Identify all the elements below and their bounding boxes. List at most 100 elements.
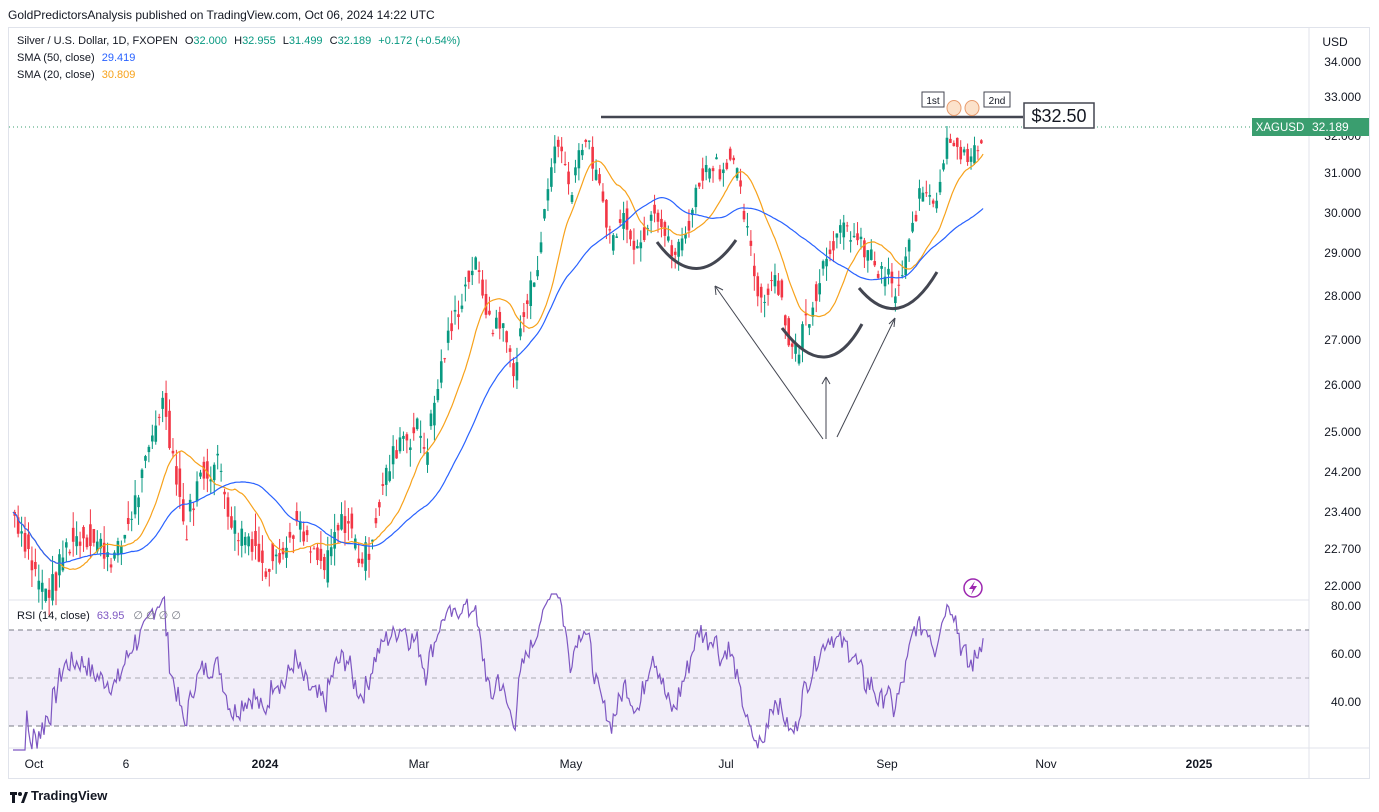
candle [30, 546, 34, 587]
candle [450, 310, 453, 340]
lightning-icon[interactable] [963, 578, 983, 598]
candle [852, 223, 856, 239]
candle [436, 379, 440, 403]
candle [670, 239, 674, 269]
candle [697, 182, 701, 189]
candle [288, 522, 292, 543]
rsi-axis-ticks[interactable]: 80.00 60.00 40.00 [1331, 599, 1361, 709]
candle [47, 578, 51, 616]
time-axis-ticks[interactable]: Oct 6 2024 Mar May Jul Sep Nov 2025 [25, 757, 1213, 771]
candle [787, 316, 791, 348]
candle [962, 146, 966, 156]
price-tick-label: 29.000 [1324, 246, 1361, 260]
candle [309, 546, 312, 564]
candle [230, 506, 233, 530]
candle [109, 557, 113, 573]
candle [876, 270, 880, 280]
candle [570, 191, 574, 205]
candle [814, 281, 818, 313]
candle [522, 302, 526, 333]
tradingview-logo[interactable]: TradingView [10, 788, 107, 803]
candle [766, 283, 770, 306]
candle [223, 488, 226, 510]
candle [89, 509, 92, 559]
candle [797, 346, 801, 366]
candle [429, 409, 433, 430]
candle [20, 516, 23, 547]
candle [491, 329, 495, 337]
candle [305, 525, 309, 543]
chart-canvas[interactable]: $32.50 1st 2nd USD 34.00033.00032.00031.… [9, 28, 1369, 778]
candle [415, 417, 419, 431]
candle [388, 454, 391, 483]
candle [550, 158, 553, 192]
candle [508, 345, 512, 368]
candle [780, 278, 784, 301]
candle [608, 225, 612, 244]
candle [601, 183, 605, 203]
candle [914, 210, 918, 222]
candle [859, 227, 863, 250]
sma20-line [12, 153, 984, 571]
candle [584, 138, 588, 148]
price-tag-value: 32.189 [1312, 120, 1349, 134]
price-axis-ticks[interactable]: 34.00033.00032.00031.00030.00029.00028.0… [1324, 55, 1361, 593]
price-tick-label: 23.400 [1324, 505, 1361, 519]
candle [419, 420, 422, 454]
candle [357, 542, 361, 568]
candle [85, 534, 89, 550]
price-tag-symbol: XAGUSD [1256, 122, 1305, 134]
candle [188, 493, 192, 523]
candle [866, 249, 870, 273]
candle [254, 513, 257, 560]
candle [904, 247, 907, 279]
chart-frame[interactable]: $32.50 1st 2nd USD 34.00033.00032.00031.… [8, 27, 1370, 779]
candle [247, 533, 250, 556]
candle [71, 512, 75, 557]
candle [587, 140, 591, 150]
candle [54, 571, 58, 606]
time-tick-label: Nov [1035, 757, 1056, 771]
candle [777, 272, 780, 296]
candle [130, 511, 133, 532]
candle [68, 549, 72, 556]
candle [133, 480, 137, 519]
candle [144, 454, 147, 469]
candle [257, 526, 261, 563]
candle [27, 522, 30, 560]
candle [546, 178, 550, 212]
candle [625, 200, 629, 244]
candle [900, 260, 904, 279]
candle [756, 272, 760, 307]
candle [409, 438, 412, 467]
candle [918, 179, 921, 211]
candle [694, 184, 698, 214]
candle [422, 432, 426, 456]
candle [553, 135, 557, 174]
candle [212, 462, 216, 496]
candle [274, 549, 278, 574]
time-tick-label: May [560, 757, 583, 771]
tradingview-logo-text: TradingView [31, 788, 108, 803]
candle [364, 536, 367, 581]
candle [532, 282, 536, 288]
candle [446, 317, 450, 351]
time-tick-label: 6 [123, 757, 130, 771]
candle [292, 534, 295, 554]
price-tick-label: 33.000 [1324, 90, 1361, 104]
price-tick-label: 22.000 [1324, 579, 1361, 593]
candle [959, 140, 963, 165]
candle [378, 499, 381, 516]
candle [329, 528, 333, 566]
candle [825, 247, 828, 281]
left-shoulder-arc [655, 239, 738, 270]
price-tick-label: 24.200 [1324, 465, 1361, 479]
currency-label[interactable]: USD [1322, 35, 1348, 49]
sma50-line [12, 196, 984, 564]
right-shoulder-arc [857, 271, 939, 310]
candle [264, 568, 268, 580]
candle [897, 270, 901, 297]
candle [316, 543, 319, 566]
candle [171, 438, 175, 459]
price-tick-label: 27.000 [1324, 333, 1361, 347]
